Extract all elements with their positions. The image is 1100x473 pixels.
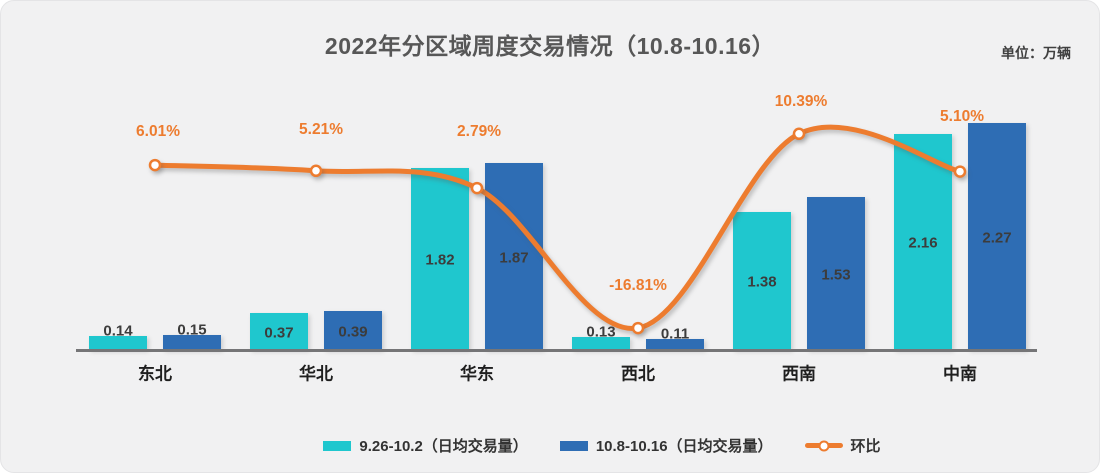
pct-label-华北: 5.21% [299,121,343,138]
bar-value-label: 1.87 [499,249,529,266]
legend-label: 环比 [850,438,881,455]
pct-label-西北: -16.81% [609,277,667,294]
legend-label: 10.8-10.16（日均交易量） [595,438,773,455]
x-axis-label-中南: 中南 [943,364,977,384]
legend-item-0: 9.26-10.2（日均交易量） [323,435,528,456]
legend: 9.26-10.2（日均交易量） 10.8-10.16（日均交易量） 环比 [53,435,1099,456]
bar-value-label: 2.16 [908,234,938,252]
bar-value-label: 0.15 [177,321,207,339]
line-marker-东北 [148,158,162,172]
bar-西北-s0 [572,337,630,350]
x-axis-label-东北: 东北 [138,364,172,384]
x-axis-label-华东: 华东 [460,364,494,384]
line-marker-西南 [792,127,806,141]
unit-label: 单位：万辆 [1001,45,1071,61]
line-marker-华东 [470,181,484,195]
bar-中南-s1 [968,123,1026,350]
x-axis-label-西北: 西北 [621,364,655,384]
line-marker-西北 [631,321,645,335]
bar-value-label: 0.39 [338,323,368,340]
bar-value-label: 1.53 [821,266,851,283]
legend-line-swatch [804,440,843,451]
x-axis-label-西南: 西南 [782,364,816,384]
line-marker-华北 [309,164,323,178]
chart-title: 2022年分区域周度交易情况（10.8-10.16） [324,33,776,59]
legend-item-1: 10.8-10.16（日均交易量） [559,435,773,456]
bar-value-label: 0.37 [264,324,294,341]
pct-label-中南: 5.10% [940,108,984,125]
bar-西北-s1 [646,339,704,350]
legend-bar-swatch [323,440,352,451]
x-axis-label-华北: 华北 [299,364,333,384]
legend-line-marker-icon [818,440,830,451]
bar-value-label: 2.27 [982,229,1012,246]
bar-value-label: 1.38 [747,273,777,291]
bar-东北-s1 [163,335,221,350]
legend-item-2: 环比 [804,435,881,456]
pct-label-东北: 6.01% [136,123,180,140]
pct-label-华东: 2.79% [457,123,501,140]
bar-value-label: 1.82 [425,251,455,269]
x-axis-line [76,349,1037,352]
legend-bar-swatch [559,440,588,451]
legend-label: 9.26-10.2（日均交易量） [359,438,528,455]
bar-东北-s0 [89,336,147,350]
pct-label-西南: 10.39% [774,93,828,110]
bar-value-label: 0.13 [586,323,616,341]
bar-value-label: 0.14 [103,322,133,340]
bar-value-label: 0.11 [660,325,690,343]
line-marker-中南 [953,165,967,178]
